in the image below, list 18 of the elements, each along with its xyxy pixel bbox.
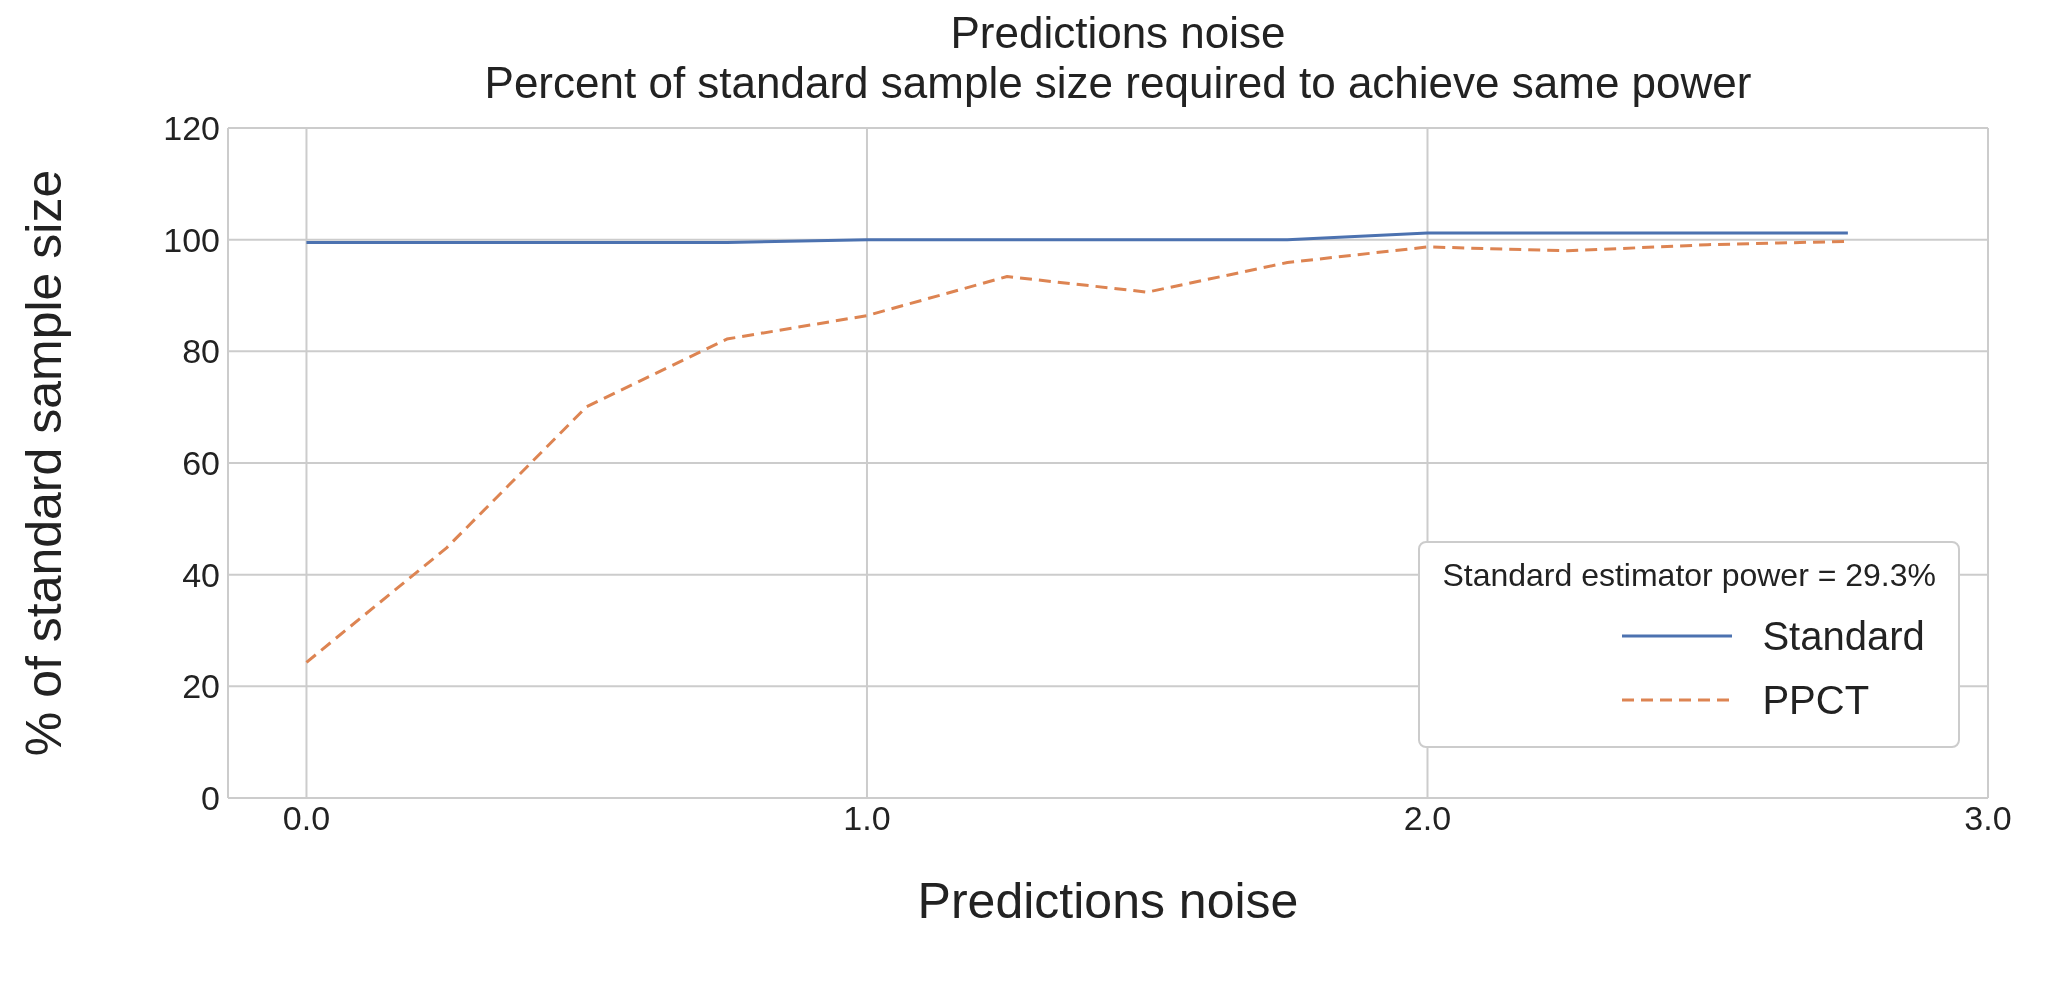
y-tick-label: 60 <box>182 444 220 483</box>
x-tick-label: 0.0 <box>282 799 331 838</box>
y-tick-label: 120 <box>163 109 220 148</box>
x-tick-label: 3.0 <box>1964 799 2012 838</box>
x-axis-title: Predictions noise <box>917 873 1299 929</box>
x-tick-label: 1.0 <box>843 799 891 838</box>
y-tick-label: 0 <box>201 779 220 818</box>
legend-title: Standard estimator power = 29.3% <box>1442 557 1936 594</box>
y-tick-label: 20 <box>182 667 220 706</box>
legend-label: Standard <box>1762 613 1925 659</box>
y-tick-label: 80 <box>182 332 220 371</box>
x-tick-label: 2.0 <box>1403 799 1452 838</box>
y-tick-label: 40 <box>182 555 220 594</box>
chart-subtitle: Percent of standard sample size required to achieve same power <box>483 58 1753 108</box>
y-axis-title: % of standard sample size <box>15 169 72 757</box>
legend-label: PPCT <box>1762 677 1870 723</box>
chart-title: Predictions noise <box>949 8 1287 58</box>
y-tick-label: 100 <box>163 220 220 259</box>
